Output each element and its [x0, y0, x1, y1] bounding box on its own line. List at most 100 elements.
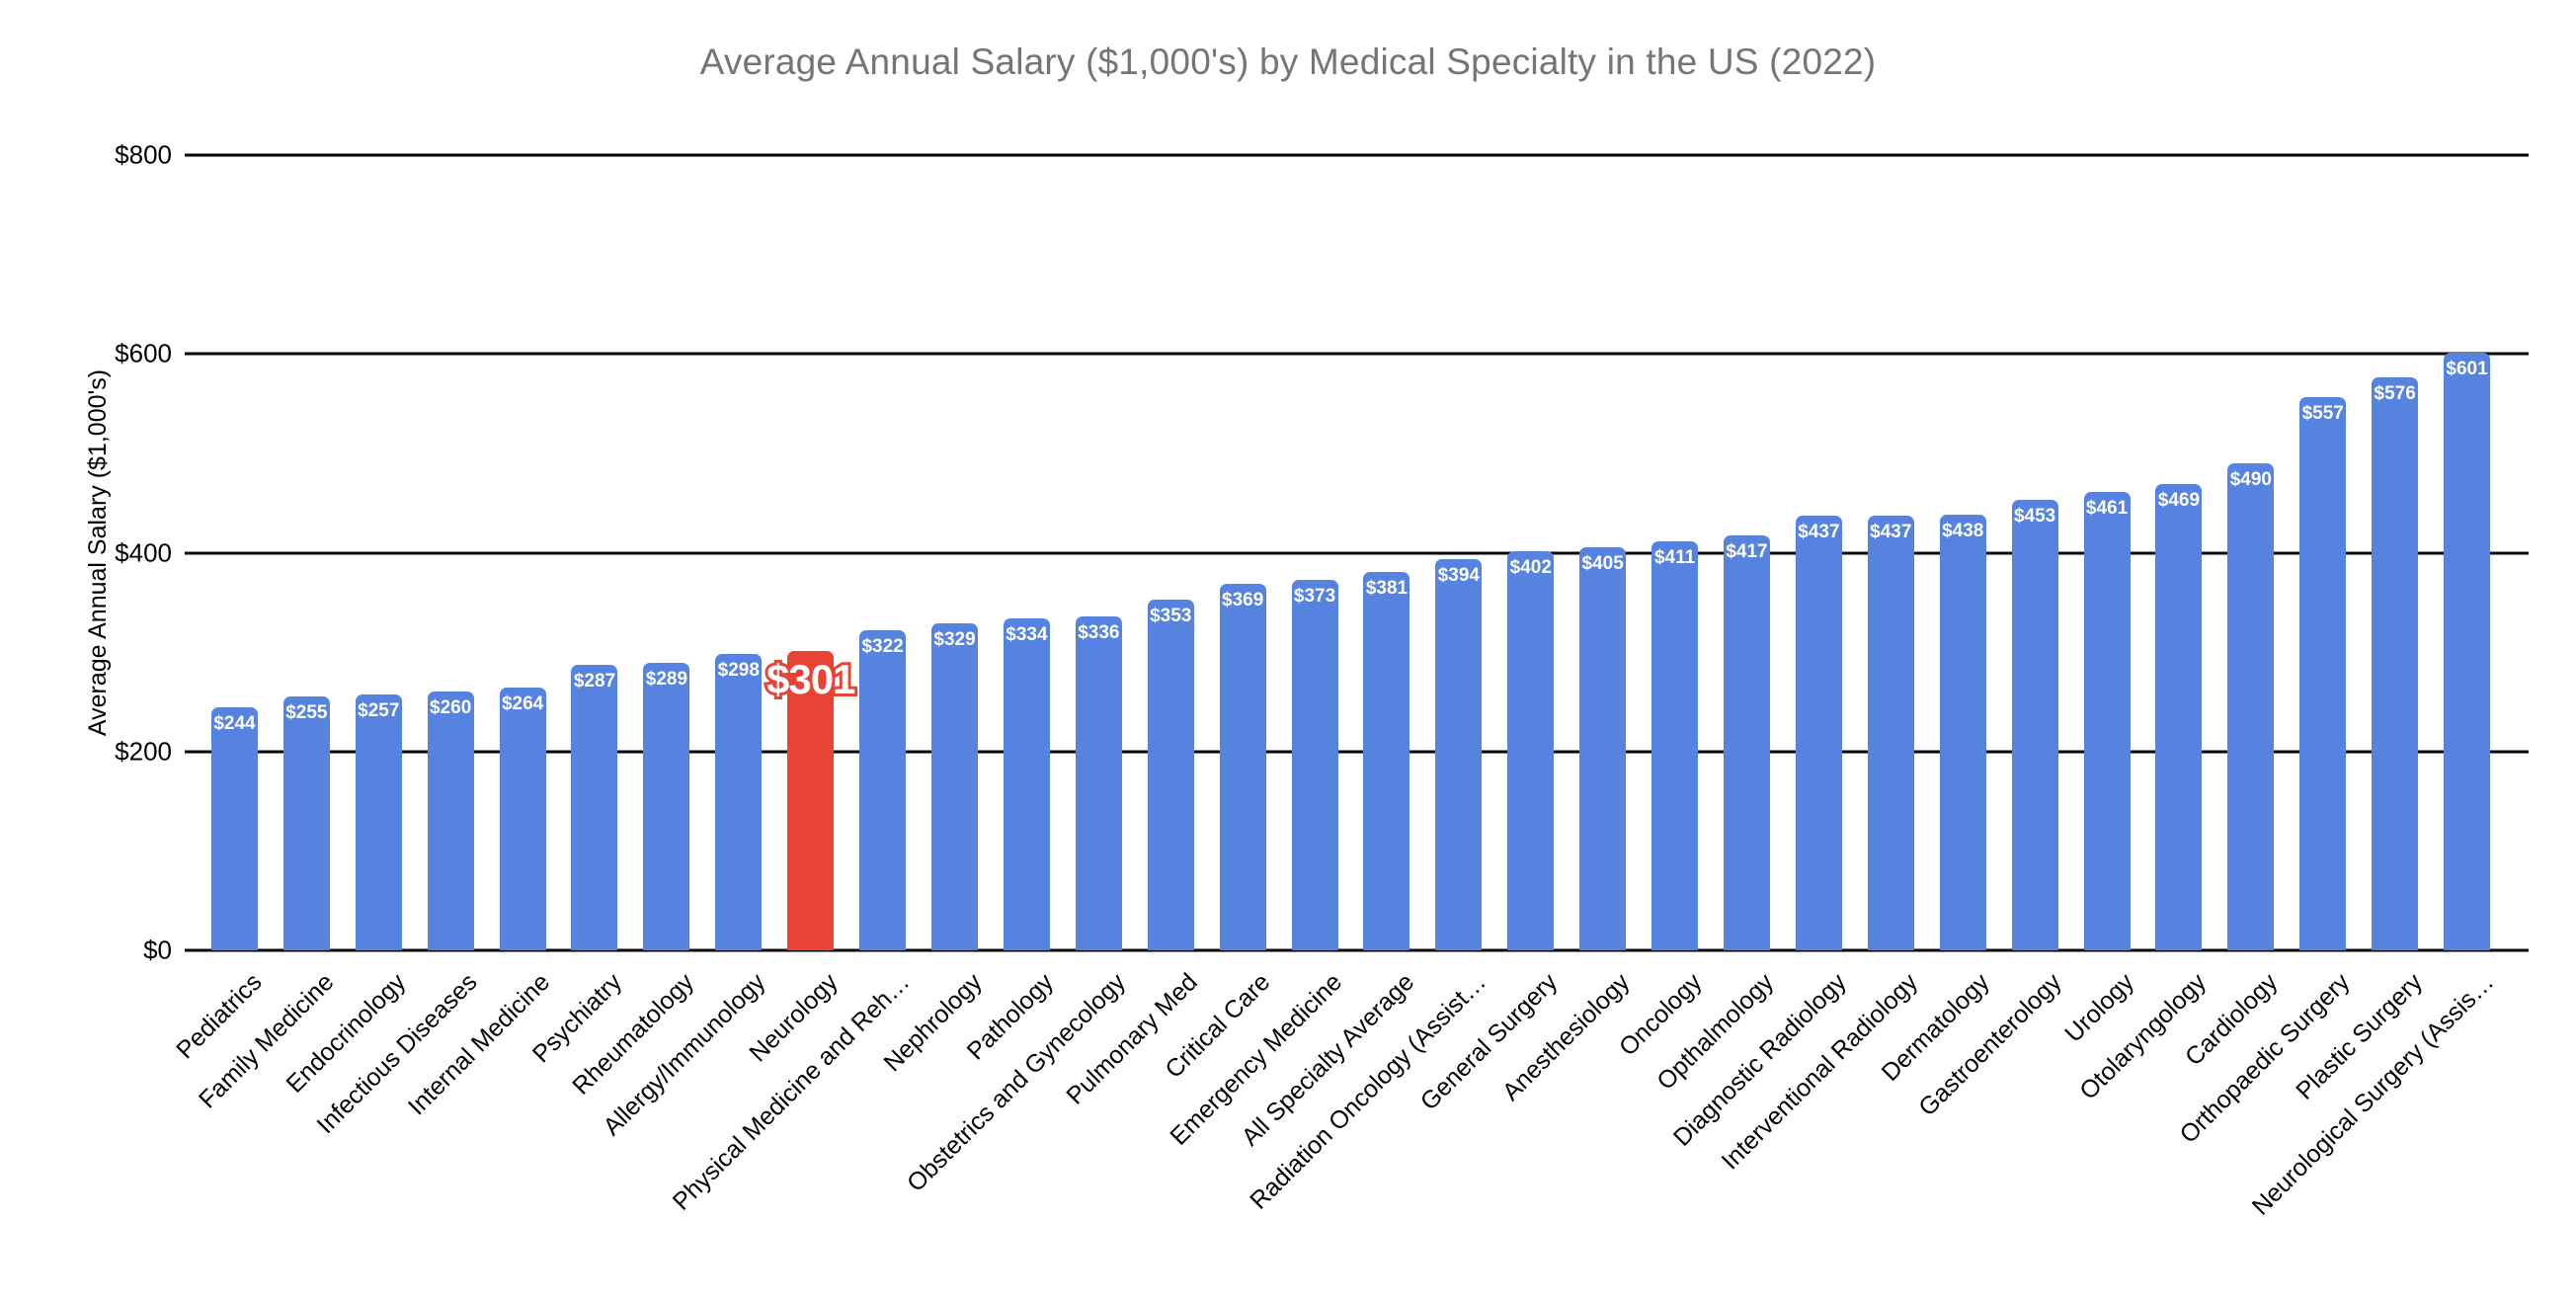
bar-value-label: $381 — [1365, 577, 1409, 599]
bar-slot: $417 — [1711, 155, 1783, 950]
bar[interactable]: $369 — [1219, 583, 1266, 950]
bar-slot: $411 — [1639, 155, 1711, 950]
bar[interactable]: $453 — [2011, 500, 2058, 950]
bar-slot: $287 — [559, 155, 631, 950]
bar-value-label: $322 — [861, 636, 904, 657]
bar-value-label: $469 — [2157, 490, 2201, 512]
bar-value-label: $417 — [1726, 541, 1768, 563]
y-axis-title: Average Annual Salary ($1,000's) — [84, 368, 113, 737]
bar[interactable]: $336 — [1075, 615, 1122, 950]
bar-value-label: $334 — [1006, 623, 1048, 645]
x-label-slot: Internal Medicine — [402, 968, 559, 1304]
x-label-slot: Radiation Oncology (Assist… — [1245, 968, 1494, 1304]
bar[interactable]: $353 — [1147, 599, 1194, 950]
bar-value-label: $437 — [1870, 522, 1912, 543]
bar[interactable]: $255 — [282, 696, 330, 950]
x-label-slot: Neurology — [744, 968, 846, 1304]
y-axis-tick-label: $400 — [115, 537, 172, 567]
bar-slot: $394 — [1422, 155, 1494, 950]
bar[interactable]: $334 — [1003, 617, 1050, 950]
bar-slot: $438 — [1927, 155, 1999, 950]
bar-value-label: $437 — [1798, 522, 1840, 543]
bar[interactable]: $438 — [1939, 515, 1986, 950]
bar[interactable]: $411 — [1651, 541, 1699, 950]
bar[interactable]: $289 — [643, 663, 690, 950]
bar[interactable]: $260 — [427, 692, 474, 950]
bar-slot: $461 — [2071, 155, 2143, 950]
bar-slot: $557 — [2287, 155, 2359, 950]
bar[interactable]: $437 — [1867, 516, 1914, 950]
bar[interactable]: $381 — [1363, 571, 1410, 950]
x-axis-labels-row: Pediatrics Family Medicine Endocrinology In… — [171, 968, 2529, 1304]
bar-value-label: $353 — [1150, 605, 1192, 626]
bar-slot: $453 — [1999, 155, 2071, 950]
bar-slot: $329 — [919, 155, 991, 950]
x-label-slot: Anesthesiology — [1497, 968, 1639, 1304]
bar-slot: $289 — [630, 155, 702, 950]
bar-slot: $373 — [1279, 155, 1351, 950]
plot-area: $800 $600 $400 $200 $0 $244 $255 $257 $260 $264 $… — [115, 140, 2529, 1221]
x-label-slot: Diagnostic Radiology — [1667, 968, 1855, 1304]
bar[interactable]: $287 — [571, 665, 618, 950]
x-label-slot: Infectious Diseases — [312, 968, 487, 1304]
bar-highlighted[interactable]: $301 — [764, 651, 858, 950]
bar[interactable]: $402 — [1507, 550, 1555, 950]
bar[interactable]: $257 — [355, 694, 402, 950]
x-label-slot: Urology — [2059, 968, 2143, 1304]
bar-slot: $437 — [1783, 155, 1855, 950]
bar-value-label: $289 — [645, 669, 688, 691]
bar-slot: $336 — [1063, 155, 1135, 950]
bar-slot: $257 — [343, 155, 415, 950]
bars-row: $244 $255 $257 $260 $264 $287 $289 $298 $301 $322… — [188, 155, 2529, 950]
y-axis-tick-label: $800 — [115, 139, 172, 170]
x-label-slot: Dermatology — [1877, 968, 1999, 1304]
gridline — [185, 153, 2529, 157]
bar-value-label: $461 — [2085, 498, 2129, 520]
x-label-slot: Obstetrics and Gynecology — [902, 968, 1135, 1304]
bar-value-label: $260 — [430, 697, 472, 719]
bar-slot: $490 — [2214, 155, 2287, 950]
bar[interactable]: $437 — [1795, 516, 1842, 950]
bar-value-label: $402 — [1509, 556, 1552, 578]
bar-value-label: $411 — [1653, 547, 1696, 569]
bar-slot: $469 — [2142, 155, 2214, 950]
bar[interactable]: $417 — [1723, 535, 1770, 950]
bar[interactable]: $405 — [1579, 547, 1627, 950]
bar-value-label: $576 — [2374, 383, 2416, 405]
gridline — [185, 948, 2529, 952]
bar-slot: $369 — [1207, 155, 1279, 950]
bar[interactable]: $322 — [859, 630, 907, 950]
bar-slot: $437 — [1855, 155, 1927, 950]
bar-value-label: $453 — [2013, 506, 2056, 528]
x-label-slot: Rheumatology — [567, 968, 702, 1304]
bar[interactable]: $490 — [2227, 462, 2275, 950]
bar-value-label: $373 — [1293, 585, 1336, 607]
bar[interactable]: $601 — [2444, 353, 2491, 950]
bar-value-label: $490 — [2229, 468, 2272, 490]
bar[interactable]: $329 — [931, 622, 979, 950]
x-label-slot: Gastroenterology — [1913, 968, 2071, 1304]
bar[interactable]: $298 — [715, 654, 763, 950]
bar-slot: $322 — [846, 155, 919, 950]
bar[interactable]: $264 — [499, 688, 546, 950]
bar[interactable]: $461 — [2083, 492, 2131, 950]
bar[interactable]: $373 — [1291, 579, 1338, 950]
y-axis-tick-label: $200 — [115, 736, 172, 767]
bar-value-label-highlighted: $301 — [764, 653, 858, 705]
bar[interactable]: $576 — [2372, 377, 2419, 950]
bar-value-label: $405 — [1581, 553, 1624, 575]
bar[interactable]: $469 — [2155, 484, 2203, 950]
bar-value-label: $438 — [1942, 521, 1984, 542]
bar[interactable]: $244 — [210, 707, 258, 950]
bar-slot: $255 — [271, 155, 343, 950]
bar-value-label: $369 — [1222, 589, 1264, 611]
bar[interactable]: $394 — [1435, 558, 1483, 950]
bar-value-label: $287 — [573, 671, 616, 693]
chart-title: Average Annual Salary ($1,000's) by Medi… — [699, 41, 1877, 82]
bar-value-label: $394 — [1437, 564, 1480, 586]
bar-slot: $576 — [2359, 155, 2431, 950]
x-label-slot: All Specialty Average — [1236, 968, 1423, 1304]
bar[interactable]: $557 — [2299, 396, 2347, 950]
bar-value-label: $257 — [358, 700, 400, 722]
bar-value-label: $601 — [2446, 359, 2488, 380]
